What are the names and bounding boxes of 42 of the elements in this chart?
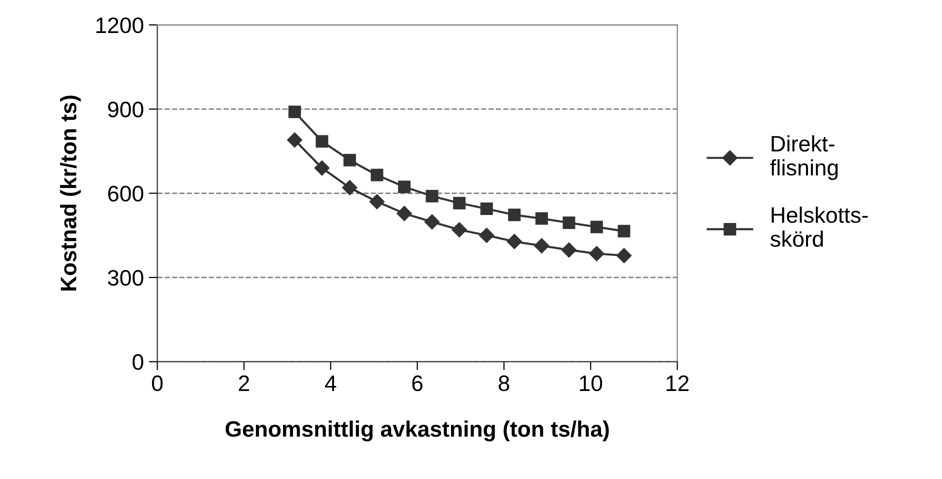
point xyxy=(398,180,411,194)
point xyxy=(562,216,576,229)
point xyxy=(616,248,632,264)
point xyxy=(316,135,328,148)
y-tick-label: 300 xyxy=(108,270,144,286)
y-axis-title: Kostnad (kr/ton ts) xyxy=(60,96,81,291)
point xyxy=(535,212,548,225)
x-tick-label: 2 xyxy=(238,375,250,391)
point xyxy=(424,214,440,230)
point xyxy=(561,242,577,258)
point xyxy=(314,160,330,176)
point xyxy=(508,208,521,222)
point xyxy=(453,196,466,210)
y-tick-label: 1200 xyxy=(96,17,144,34)
point xyxy=(590,220,603,234)
point xyxy=(534,238,550,254)
point xyxy=(287,132,302,148)
point xyxy=(370,168,384,182)
point xyxy=(426,190,438,202)
x-tick-label: 6 xyxy=(412,375,423,392)
point xyxy=(288,106,301,118)
point xyxy=(589,246,604,262)
point xyxy=(369,194,385,210)
x-axis-title: Genomsnittlig avkastning (ton ts/ha) xyxy=(226,420,609,442)
legend-label: Helskotts- skörd xyxy=(770,206,868,247)
legend-label: Direkt- flisning xyxy=(770,135,838,180)
point xyxy=(506,234,522,250)
x-tick-label: 10 xyxy=(580,375,602,392)
point xyxy=(618,224,630,238)
point xyxy=(342,180,358,196)
x-tick-label: 12 xyxy=(666,375,689,391)
y-tick-label: 900 xyxy=(108,102,144,118)
x-tick-label: 8 xyxy=(498,375,510,392)
point xyxy=(343,154,356,166)
point xyxy=(480,202,493,215)
point xyxy=(452,222,467,238)
y-tick-label: 600 xyxy=(108,186,144,202)
point xyxy=(479,228,494,243)
point xyxy=(396,206,412,222)
x-tick-label: 4 xyxy=(324,376,336,391)
y-tick-label: 0 xyxy=(132,354,144,370)
x-tick-label: 0 xyxy=(152,375,163,392)
